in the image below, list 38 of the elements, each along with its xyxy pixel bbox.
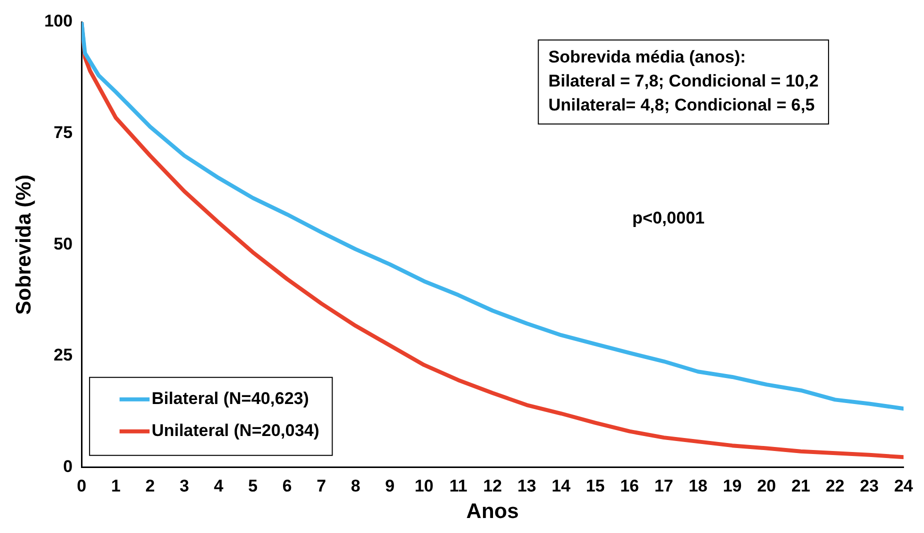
legend-label: Bilateral (N=40,623) [152,389,309,408]
x-tick-label: 1 [111,476,121,496]
x-tick-label: 15 [586,476,605,496]
annotation: Bilateral = 7,8; Condicional = 10,2 [548,72,819,91]
y-tick-label: 75 [54,123,73,142]
x-tick-label: 23 [860,476,879,496]
x-tick-label: 4 [214,476,224,496]
legend-label: Unilateral (N=20,034) [152,421,320,440]
x-tick-label: 0 [76,476,86,496]
x-tick-label: 8 [350,476,360,496]
x-tick-label: 5 [248,476,258,496]
y-axis-title: Sobrevida (%) [12,174,36,315]
x-tick-label: 14 [552,476,572,496]
x-tick-label: 22 [826,476,845,496]
y-tick-label: 100 [44,12,73,31]
x-tick-label: 24 [894,476,914,496]
annotation: Unilateral= 4,8; Condicional = 6,5 [548,96,815,115]
annotation: p<0,0001 [632,208,705,228]
y-tick-label: 25 [54,346,73,365]
x-tick-label: 20 [757,476,776,496]
x-tick-label: 21 [791,476,810,496]
x-tick-label: 17 [654,476,674,496]
annotation: Sobrevida média (anos): [548,48,746,67]
x-tick-label: 9 [385,476,395,496]
x-tick-label: 3 [180,476,190,496]
x-tick-label: 13 [517,476,536,496]
x-axis-title: Anos [466,500,519,524]
x-tick-label: 6 [282,476,292,496]
x-tick-label: 7 [316,476,326,496]
x-tick-label: 11 [449,476,468,496]
x-tick-label: 2 [145,476,155,496]
x-tick-label: 16 [620,476,640,496]
x-tick-label: 12 [483,476,502,496]
x-tick-label: 19 [722,476,742,496]
x-tick-label: 10 [414,476,434,496]
y-tick-label: 0 [63,457,73,476]
x-tick-label: 18 [688,476,708,496]
y-tick-label: 50 [54,234,73,254]
